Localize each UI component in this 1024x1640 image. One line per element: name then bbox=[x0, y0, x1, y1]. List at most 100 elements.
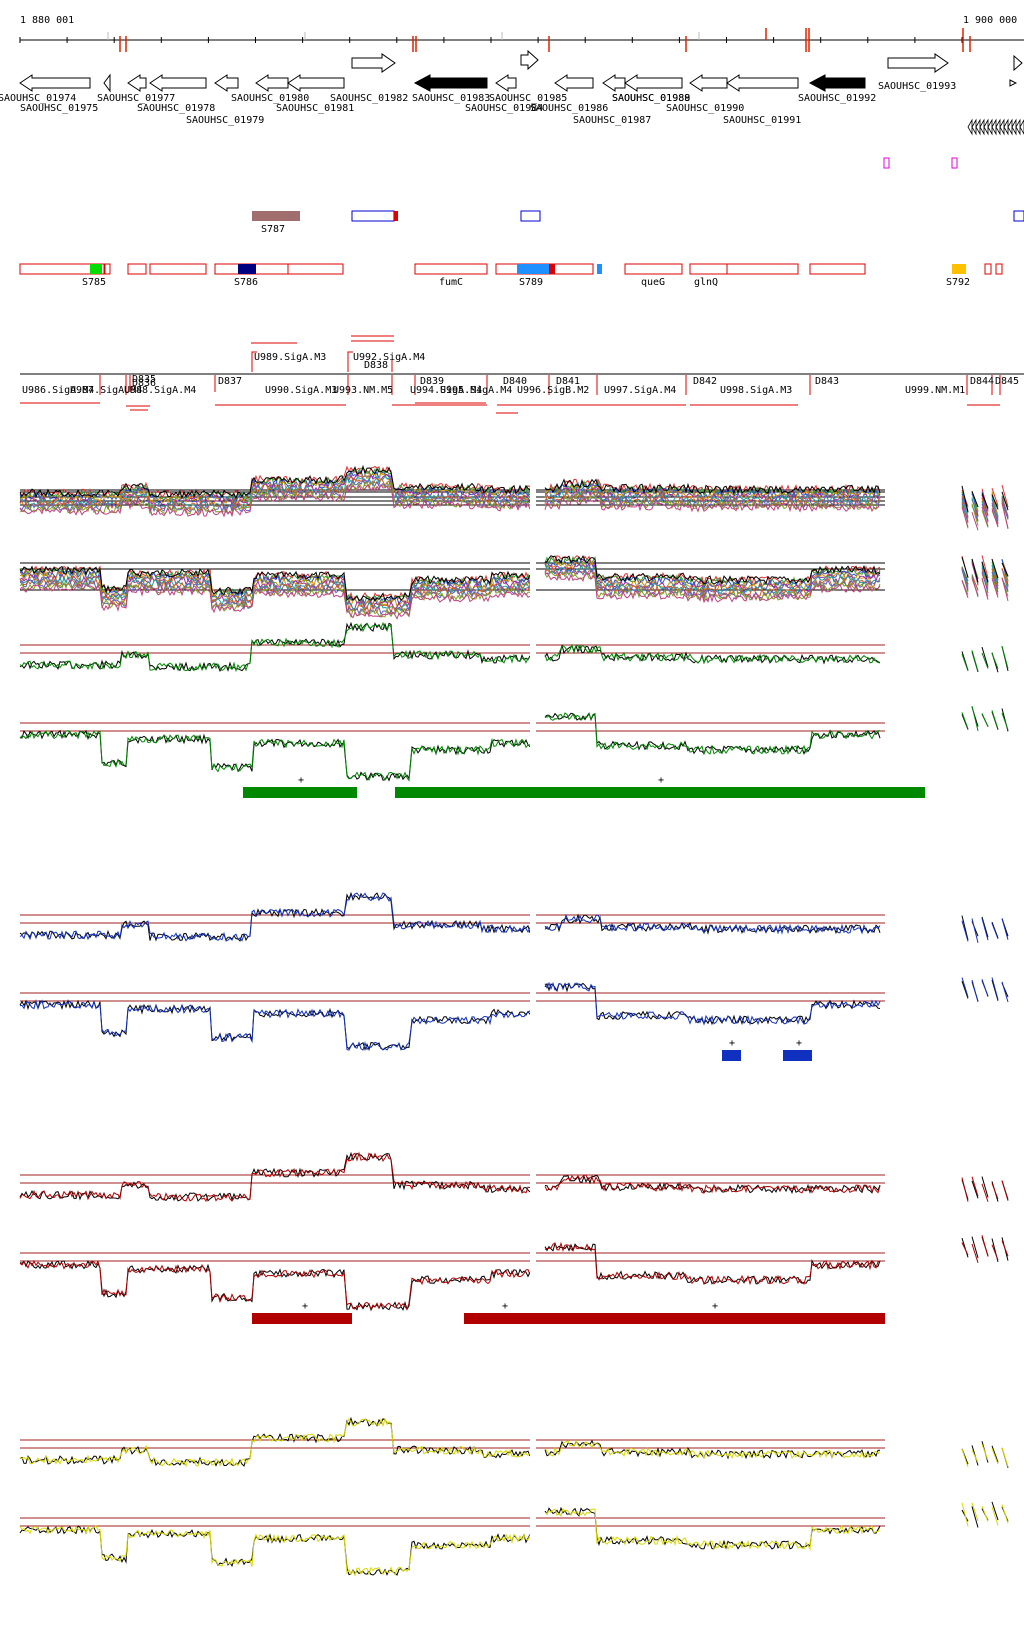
expression-trace bbox=[961, 1177, 969, 1202]
tiny-feature-arrow[interactable] bbox=[967, 118, 973, 136]
gene-arrow-01988[interactable] bbox=[624, 74, 683, 92]
segment-box-blue-c[interactable] bbox=[1013, 210, 1024, 222]
tiny-feature-arrow[interactable] bbox=[979, 118, 985, 136]
marker-magenta-2[interactable] bbox=[951, 157, 958, 169]
marker-magenta-1[interactable] bbox=[883, 157, 890, 169]
gene-labels: SAOUHSC_01974SAOUHSC_01975SAOUHSC_01977S… bbox=[0, 81, 956, 126]
expression-trace bbox=[19, 1417, 531, 1468]
expression-trace bbox=[971, 1506, 979, 1528]
expression-trace bbox=[544, 490, 881, 507]
gene-arrow-edge-2[interactable] bbox=[1009, 79, 1018, 87]
expression-trace bbox=[991, 1506, 999, 1526]
expression-trace bbox=[19, 1524, 531, 1577]
gene-arrow-01990[interactable] bbox=[689, 74, 728, 92]
expression-trace bbox=[991, 653, 999, 669]
condition-region-bar[interactable] bbox=[464, 1313, 885, 1324]
expression-trace bbox=[544, 496, 881, 513]
expression-trace bbox=[1001, 577, 1009, 601]
tiny-feature-arrow[interactable] bbox=[1011, 118, 1017, 136]
expression-trace bbox=[991, 508, 999, 528]
gene-arrow-01983[interactable] bbox=[413, 74, 488, 92]
gene-label: SAOUHSC_01975 bbox=[20, 103, 98, 114]
expression-trace bbox=[19, 477, 531, 512]
transcript-label: U999.NM.M1 bbox=[905, 385, 965, 396]
segment-box[interactable] bbox=[149, 263, 207, 275]
expression-trace bbox=[544, 493, 881, 509]
tiny-feature-arrow[interactable] bbox=[995, 118, 1001, 136]
expression-trace bbox=[1001, 1240, 1009, 1257]
segment-s786-fill[interactable] bbox=[238, 264, 256, 274]
gene-arrow-edge[interactable] bbox=[1013, 54, 1023, 72]
segment-box-blue-a[interactable] bbox=[351, 210, 395, 222]
axis-markers bbox=[119, 28, 971, 52]
transcript-track: U989.SigA.M3 U992.SigA.M4 D838 U986.SigA… bbox=[20, 335, 1024, 414]
expression-trace bbox=[1001, 1180, 1009, 1201]
expression-trace bbox=[971, 1449, 979, 1463]
segment-box[interactable] bbox=[127, 263, 147, 275]
segment-box[interactable] bbox=[624, 263, 683, 275]
condition-region-bar[interactable] bbox=[243, 787, 357, 798]
gene-arrow-01977[interactable] bbox=[127, 74, 147, 92]
gene-arrow-01979[interactable] bbox=[214, 74, 239, 92]
condition-region-bar[interactable] bbox=[783, 1050, 812, 1061]
gene-arrow-01993[interactable] bbox=[887, 53, 949, 73]
gene-arrow-01985[interactable] bbox=[520, 49, 539, 71]
gene-arrow-01991[interactable] bbox=[726, 74, 799, 92]
gene-arrow-01986[interactable] bbox=[554, 74, 594, 92]
tiny-feature-arrow[interactable] bbox=[1007, 118, 1013, 136]
segment-box[interactable] bbox=[19, 263, 106, 275]
segment-labels: S785 S786 fumC S789 queG glnQ S792 bbox=[82, 277, 970, 288]
gene-arrow-01974[interactable] bbox=[19, 74, 91, 92]
expression-trace bbox=[971, 491, 979, 516]
condition-region-bar[interactable] bbox=[722, 1050, 741, 1061]
segment-box[interactable] bbox=[995, 263, 1003, 275]
segment-s789-fill[interactable] bbox=[517, 264, 549, 274]
segment-box[interactable] bbox=[103, 263, 111, 275]
tiny-feature-arrow[interactable] bbox=[999, 118, 1005, 136]
segment-s785-fill[interactable] bbox=[90, 264, 102, 274]
segment-s787-bar[interactable] bbox=[252, 211, 300, 221]
expression-trace bbox=[19, 1260, 531, 1312]
expression-trace bbox=[19, 999, 531, 1052]
expression-trace bbox=[19, 1259, 531, 1311]
expression-trace bbox=[19, 621, 531, 673]
expression-trace bbox=[1001, 491, 1009, 511]
segment-s792-fill[interactable] bbox=[952, 264, 966, 274]
segment-box[interactable] bbox=[809, 263, 866, 275]
gene-arrow-01984[interactable] bbox=[495, 74, 517, 92]
expression-trace bbox=[544, 558, 881, 590]
gene-arrow-01992[interactable] bbox=[808, 74, 866, 92]
gene-arrow-01987[interactable] bbox=[602, 74, 626, 92]
gene-arrow-01981[interactable] bbox=[287, 74, 345, 92]
condition-region-bar[interactable] bbox=[395, 787, 925, 798]
segment-box[interactable] bbox=[414, 263, 488, 275]
segment-box[interactable] bbox=[214, 263, 344, 275]
expression-trace bbox=[971, 1502, 979, 1521]
panel-condition-green: + + bbox=[19, 615, 1009, 798]
segment-box[interactable] bbox=[689, 263, 799, 275]
tiny-feature-arrow[interactable] bbox=[971, 118, 977, 136]
gene-arrow-small-a[interactable] bbox=[103, 73, 111, 93]
tiny-feature-arrow[interactable] bbox=[987, 118, 993, 136]
expression-trace bbox=[19, 465, 531, 500]
expression-trace bbox=[961, 920, 969, 942]
tiny-feature-arrow[interactable] bbox=[983, 118, 989, 136]
tiny-feature-arrow[interactable] bbox=[1003, 118, 1009, 136]
tiny-feature-arrow[interactable] bbox=[1019, 119, 1024, 135]
gene-arrow-01980[interactable] bbox=[255, 74, 289, 92]
expression-trace bbox=[544, 1174, 881, 1194]
tiny-feature-arrow[interactable] bbox=[975, 118, 981, 136]
condition-region-bar[interactable] bbox=[252, 1313, 352, 1324]
tiny-feature-arrow[interactable] bbox=[1015, 118, 1021, 136]
segment-box[interactable] bbox=[984, 263, 992, 275]
gene-arrow-01978[interactable] bbox=[149, 74, 207, 92]
tiny-feature-arrow[interactable] bbox=[991, 118, 997, 136]
segment-box-blue-b[interactable] bbox=[520, 210, 541, 222]
expression-trace bbox=[981, 569, 989, 589]
expression-trace bbox=[981, 1235, 989, 1257]
segment-s787-label: S787 bbox=[261, 224, 285, 235]
gene-arrow-01982[interactable] bbox=[351, 53, 396, 73]
expression-trace bbox=[961, 915, 969, 941]
expression-trace bbox=[981, 571, 989, 594]
transcript-label: U993.NM.M5 bbox=[333, 385, 393, 396]
